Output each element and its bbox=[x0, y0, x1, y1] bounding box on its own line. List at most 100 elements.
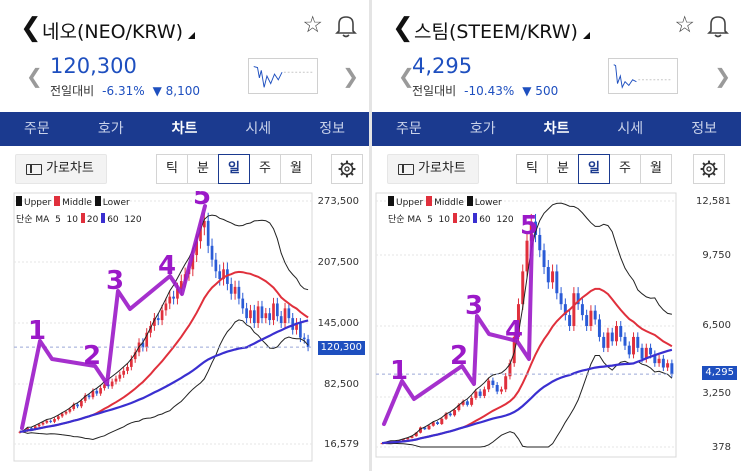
dropdown-triangle-icon bbox=[582, 32, 590, 39]
settings-gear-icon[interactable] bbox=[693, 154, 725, 184]
y-axis-label: 12,581 bbox=[696, 196, 731, 207]
candle-body bbox=[614, 326, 618, 342]
candle-body bbox=[80, 400, 83, 407]
tab-quotes[interactable]: 시세 bbox=[245, 121, 272, 137]
candle-body bbox=[568, 315, 572, 326]
coin-title[interactable]: 스팀(STEEM/KRW) bbox=[414, 17, 590, 44]
tab-info[interactable]: 정보 bbox=[319, 121, 345, 137]
candle-body bbox=[610, 332, 614, 342]
legend-ma120: 120 bbox=[496, 215, 514, 225]
candle-body bbox=[666, 363, 670, 368]
star-icon[interactable]: ☆ bbox=[674, 12, 695, 38]
period-minute[interactable]: 분 bbox=[187, 154, 219, 184]
bell-icon[interactable] bbox=[335, 13, 357, 39]
y-axis-label: 6,500 bbox=[702, 320, 731, 331]
chart-toolbar: 가로차트 틱 분 일 주 월 bbox=[0, 151, 369, 187]
candle-body bbox=[229, 283, 233, 294]
chart-legend-bands: Upper Middle Lower bbox=[388, 196, 502, 208]
y-axis-label: 16,579 bbox=[324, 439, 359, 450]
candle-body bbox=[272, 303, 275, 321]
chevron-right-icon[interactable]: ❯ bbox=[342, 64, 359, 88]
tab-quotes[interactable]: 시세 bbox=[617, 121, 644, 137]
wave-annotation-stroke bbox=[20, 204, 207, 430]
candle-body bbox=[110, 381, 114, 387]
candle-body bbox=[657, 358, 661, 364]
period-month[interactable]: 월 bbox=[640, 154, 672, 184]
period-day[interactable]: 일 bbox=[218, 154, 250, 184]
chart-legend-bands: Upper Middle Lower bbox=[16, 196, 130, 208]
wave-annotation-label: 2 bbox=[450, 341, 468, 371]
candle-body bbox=[589, 310, 593, 326]
settings-gear-icon[interactable] bbox=[331, 154, 363, 184]
candle-body bbox=[306, 339, 310, 348]
tab-orderbook[interactable]: 호가 bbox=[469, 121, 496, 137]
legend-ma60: 60 bbox=[479, 215, 491, 225]
period-tick[interactable]: 틱 bbox=[516, 154, 548, 184]
wave-annotation-stroke bbox=[382, 234, 534, 426]
period-minute[interactable]: 분 bbox=[547, 154, 579, 184]
candle-body bbox=[495, 384, 499, 392]
coin-title[interactable]: 네오(NEO/KRW) bbox=[42, 17, 196, 44]
legend-lower: Lower bbox=[102, 198, 130, 208]
candle-body bbox=[636, 336, 640, 348]
candle-body bbox=[60, 413, 64, 417]
candle-body bbox=[103, 384, 106, 389]
tab-order[interactable]: 주문 bbox=[396, 121, 422, 137]
period-day[interactable]: 일 bbox=[578, 154, 610, 184]
candle-body bbox=[64, 411, 68, 414]
candle-body bbox=[487, 380, 491, 390]
bell-icon[interactable] bbox=[707, 13, 729, 39]
candle-body bbox=[210, 245, 214, 260]
candle-body bbox=[644, 347, 648, 359]
wave-annotation-label: 3 bbox=[106, 266, 124, 296]
candle-body bbox=[72, 404, 76, 410]
candle-body bbox=[191, 255, 195, 270]
sparkline[interactable] bbox=[248, 58, 318, 94]
candle-body bbox=[164, 303, 168, 311]
landscape-chart-label: 가로차트 bbox=[418, 161, 466, 176]
candle-body bbox=[226, 269, 229, 284]
coin-title-text: 네오(NEO/KRW) bbox=[42, 21, 184, 43]
tab-orderbook[interactable]: 호가 bbox=[97, 121, 124, 137]
period-month[interactable]: 월 bbox=[280, 154, 312, 184]
legend-upper: Upper bbox=[396, 198, 424, 208]
change-percent: -6.31% bbox=[102, 84, 145, 98]
candle-body bbox=[302, 337, 306, 340]
tab-chart[interactable]: 차트 bbox=[543, 121, 570, 137]
candle-body bbox=[149, 325, 152, 333]
landscape-chart-icon bbox=[26, 164, 42, 175]
wave-annotation-label: 4 bbox=[158, 251, 176, 281]
period-tick[interactable]: 틱 bbox=[156, 154, 188, 184]
period-week[interactable]: 주 bbox=[609, 154, 641, 184]
tab-info[interactable]: 정보 bbox=[691, 121, 717, 137]
landscape-chart-label: 가로차트 bbox=[46, 161, 94, 176]
candle-body bbox=[256, 306, 260, 323]
y-axis-label: 9,750 bbox=[702, 250, 731, 261]
tab-order[interactable]: 주문 bbox=[24, 121, 50, 137]
bollinger-middle bbox=[19, 270, 309, 433]
candle-body bbox=[168, 296, 172, 304]
chevron-right-icon[interactable]: ❯ bbox=[714, 64, 731, 88]
candle-body bbox=[444, 413, 448, 419]
landscape-chart-button[interactable]: 가로차트 bbox=[15, 154, 107, 184]
candle-body bbox=[380, 443, 384, 445]
chevron-left-icon[interactable]: ❮ bbox=[392, 13, 414, 43]
chevron-left-icon[interactable]: ❮ bbox=[26, 64, 43, 88]
candle-body bbox=[461, 401, 465, 405]
period-week[interactable]: 주 bbox=[249, 154, 281, 184]
star-icon[interactable]: ☆ bbox=[302, 12, 323, 38]
candle-body bbox=[427, 425, 431, 430]
current-price-box: 120,300 bbox=[317, 341, 365, 355]
chevron-left-icon[interactable]: ❮ bbox=[398, 64, 415, 88]
y-axis-label: 207,500 bbox=[317, 257, 359, 268]
landscape-chart-button[interactable]: 가로차트 bbox=[387, 154, 479, 184]
chart-panel-steem: ❮ 스팀(STEEM/KRW) ☆ ❮ 4,295 전일대비 -10.43% ▼ 5… bbox=[372, 0, 741, 471]
chevron-left-icon[interactable]: ❮ bbox=[20, 13, 42, 43]
sparkline[interactable] bbox=[608, 58, 678, 94]
candle-body bbox=[431, 422, 435, 426]
tab-chart[interactable]: 차트 bbox=[171, 121, 198, 137]
